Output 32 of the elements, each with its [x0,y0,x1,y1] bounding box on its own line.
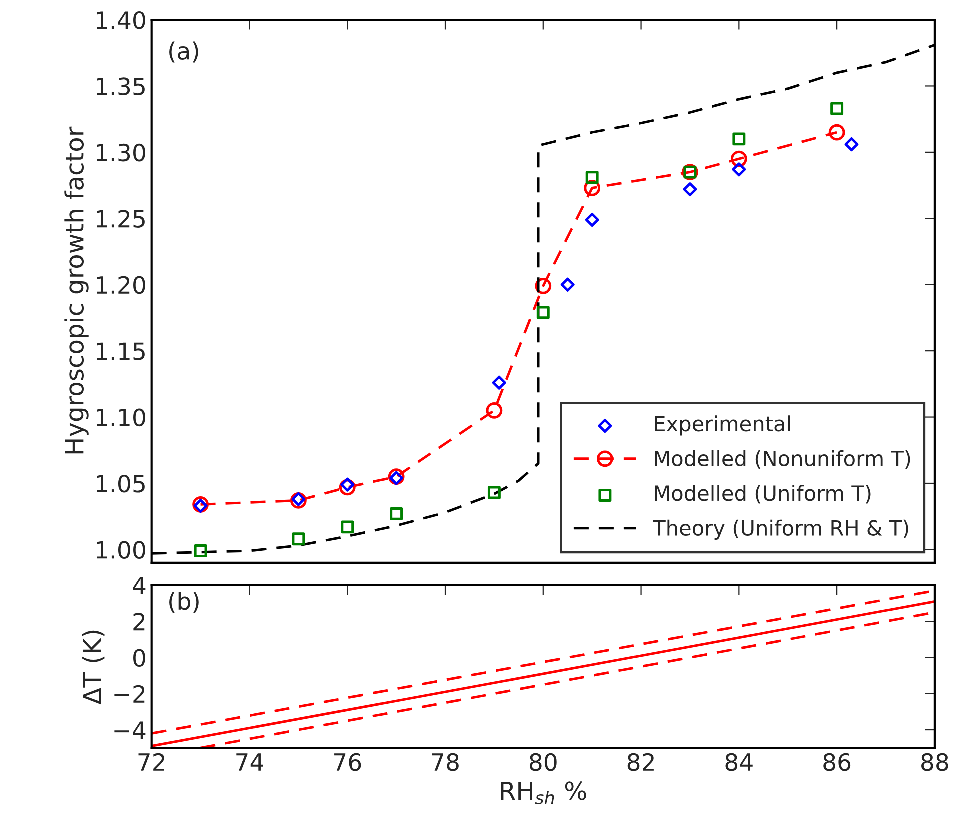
y-tick-label: 4 [133,577,146,594]
x-tick-label: 84 [726,753,753,772]
x-tick-label: 72 [138,753,164,771]
y-tick-label: 1.10 [97,408,146,427]
y-tick-label: 1.15 [97,342,145,360]
x-tick-label: 86 [824,753,851,772]
x-tick-label: 88 [922,753,948,772]
x-tick-label: 74 [236,754,264,771]
y-tick-label: −4 [114,722,146,739]
x-tick-label: 76 [334,753,362,772]
y-tick-label: 1.25 [97,210,145,228]
y-tick-label: −2 [114,685,145,703]
y-axis-title: ΔT (K) [82,630,105,705]
x-axis-title: RH$_{sh}$ % [501,782,586,805]
y-tick-label: 0 [134,649,146,668]
legend-label: Theory (Uniform RH & T) [653,520,908,540]
y-tick-label: 1.35 [97,78,145,96]
y-tick-label: 1.30 [97,144,146,162]
y-tick-label: 1.05 [97,474,145,493]
x-tick-label: 82 [628,753,654,772]
y-tick-label: 1.20 [97,276,146,294]
x-tick-label: 78 [432,753,459,772]
annotation: (a) [170,42,198,63]
x-tick-label: 80 [530,753,557,772]
y-tick-label: 2 [134,613,145,631]
legend-label: Modelled (Nonuniform T) [655,450,910,469]
y-tick-label: 1.40 [97,11,146,30]
annotation: (b) [170,592,199,614]
legend-label: Experimental [655,416,790,436]
legend-label: Modelled (Uniform T) [655,485,871,504]
y-axis-title: Hygroscopic growth factor [64,126,89,454]
y-tick-label: 1.00 [97,541,146,560]
